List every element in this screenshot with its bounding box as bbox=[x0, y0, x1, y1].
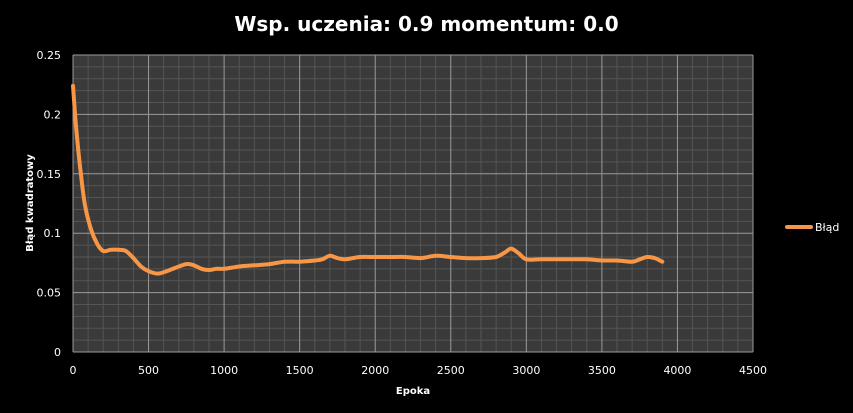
y-tick-label: 0 bbox=[54, 346, 61, 359]
plot-area bbox=[73, 55, 753, 352]
x-tick-label: 1500 bbox=[286, 364, 314, 377]
y-axis-label: Błąd kwadratowy bbox=[25, 154, 36, 252]
x-axis-ticks: 0 500 1000 1500 2000 2500 3000 3500 4000 4500 bbox=[70, 364, 768, 377]
x-tick-label: 0 bbox=[70, 364, 77, 377]
y-axis-ticks: 0 0.05 0.1 0.15 0.2 0.25 bbox=[37, 49, 62, 359]
y-tick-label: 0.05 bbox=[37, 287, 62, 300]
minor-grid bbox=[73, 55, 753, 352]
x-tick-label: 2500 bbox=[437, 364, 465, 377]
x-tick-label: 2000 bbox=[361, 364, 389, 377]
x-axis-label: Epoka bbox=[396, 386, 430, 397]
y-tick-label: 0.25 bbox=[37, 49, 62, 62]
major-grid bbox=[72, 54, 754, 353]
x-tick-label: 4000 bbox=[663, 364, 691, 377]
x-tick-label: 3500 bbox=[588, 364, 616, 377]
x-tick-label: 3000 bbox=[512, 364, 540, 377]
series-line-blad bbox=[71, 83, 665, 276]
y-tick-label: 0.1 bbox=[44, 227, 62, 240]
y-tick-label: 0.2 bbox=[44, 108, 62, 121]
legend: Błąd bbox=[785, 221, 839, 234]
legend-label: Błąd bbox=[815, 221, 839, 234]
y-tick-label: 0.15 bbox=[37, 168, 62, 181]
x-tick-label: 4500 bbox=[739, 364, 767, 377]
chart-title: Wsp. uczenia: 0.9 momentum: 0.0 bbox=[234, 12, 619, 36]
x-tick-label: 500 bbox=[138, 364, 159, 377]
x-tick-label: 1000 bbox=[210, 364, 238, 377]
